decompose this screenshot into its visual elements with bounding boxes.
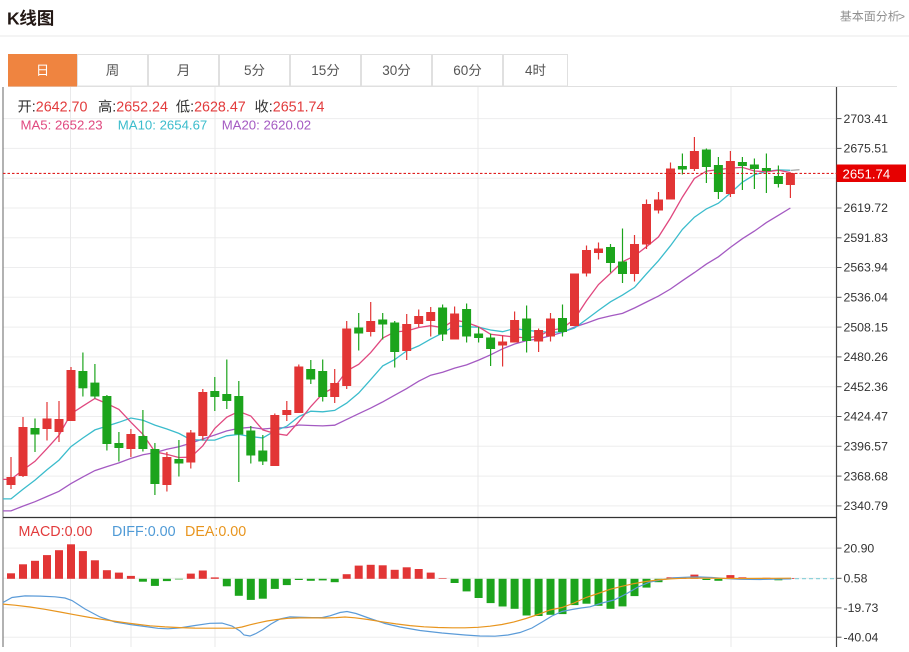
svg-text:2536.04: 2536.04: [844, 291, 889, 305]
svg-text:5: 5: [244, 63, 252, 78]
svg-text:MA10: 2654.67: MA10: 2654.67: [118, 118, 207, 133]
svg-text:2563.94: 2563.94: [844, 261, 889, 275]
svg-text:2591.83: 2591.83: [844, 231, 889, 245]
svg-text:30: 30: [382, 63, 397, 78]
svg-text:DIFF:0.00: DIFF:0.00: [112, 524, 176, 540]
svg-text:-19.73: -19.73: [844, 601, 879, 615]
svg-text:2424.47: 2424.47: [844, 410, 889, 424]
svg-text:2480.26: 2480.26: [844, 350, 889, 364]
svg-text:DEA:0.00: DEA:0.00: [185, 524, 246, 540]
svg-text:MA5: 2652.23: MA5: 2652.23: [21, 118, 103, 133]
svg-text:2651.74: 2651.74: [843, 166, 891, 181]
svg-text:2619.72: 2619.72: [844, 201, 889, 215]
svg-text:20.90: 20.90: [844, 541, 875, 555]
svg-text:60: 60: [453, 63, 468, 78]
svg-text:2508.15: 2508.15: [844, 320, 889, 334]
svg-text::2642.70: :2642.70: [32, 100, 88, 116]
svg-text:MA20: 2620.02: MA20: 2620.02: [222, 118, 311, 133]
svg-text:MACD:0.00: MACD:0.00: [19, 524, 93, 540]
svg-text:2452.36: 2452.36: [844, 380, 889, 394]
svg-text:2396.57: 2396.57: [844, 440, 889, 454]
svg-text::2652.24: :2652.24: [112, 100, 168, 116]
svg-text:2675.51: 2675.51: [844, 142, 889, 156]
svg-text:15: 15: [311, 63, 326, 78]
svg-text::2651.74: :2651.74: [269, 100, 325, 116]
svg-text:>: >: [898, 10, 905, 24]
svg-text:K: K: [7, 8, 20, 28]
svg-text:2368.68: 2368.68: [844, 469, 889, 483]
svg-text:4: 4: [525, 63, 533, 78]
svg-text::2628.47: :2628.47: [190, 100, 246, 116]
svg-text:2340.79: 2340.79: [844, 499, 889, 513]
svg-text:0.58: 0.58: [844, 572, 868, 586]
svg-text:2703.41: 2703.41: [844, 112, 889, 126]
svg-text:-40.04: -40.04: [844, 630, 879, 644]
